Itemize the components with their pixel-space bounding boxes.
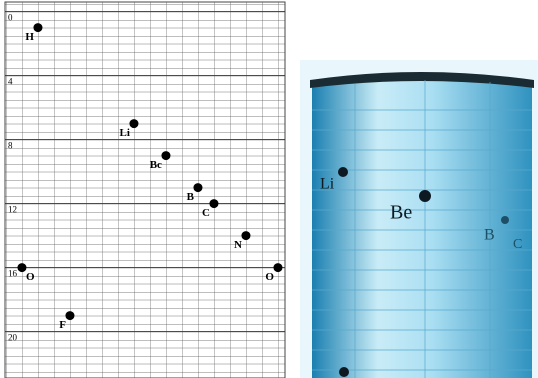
y-tick-label: 20 [8, 333, 18, 343]
grid-background [5, 2, 285, 378]
point [241, 231, 250, 240]
point-label: B [187, 191, 195, 203]
point [33, 23, 42, 32]
point-label: C [202, 207, 210, 219]
y-tick-label: 12 [8, 205, 17, 215]
point-label: O [265, 271, 274, 283]
photo-label: C [513, 237, 522, 252]
photo-label: Be [390, 202, 412, 224]
y-tick-label: 0 [8, 13, 13, 23]
photo-dot [339, 367, 349, 377]
point [65, 311, 74, 320]
point [193, 183, 202, 192]
point-label: Li [120, 127, 130, 139]
y-tick-label: 8 [8, 141, 13, 151]
photo-dot [419, 190, 431, 202]
cylinder-body [312, 73, 532, 378]
y-tick-label: 16 [8, 269, 18, 279]
point [129, 119, 138, 128]
point-label: N [234, 239, 242, 251]
photo-label: Li [320, 176, 335, 193]
point-label: Bc [150, 159, 162, 171]
point [209, 199, 218, 208]
cylinder-photo: Li Be B C [300, 60, 538, 378]
point [161, 151, 170, 160]
photo-dot [501, 216, 509, 224]
grid-panel: 0 4 8 12 16 20 H Li Bc BC N O O F [5, 2, 285, 378]
page: 048121620HLiBcBCNOOF Li Be B C [0, 0, 538, 378]
point-label: O [26, 271, 35, 283]
point-label: F [59, 319, 66, 331]
point [273, 263, 282, 272]
photo-dot [338, 167, 348, 177]
photo-label: B [484, 227, 495, 244]
y-tick-label: 4 [8, 77, 13, 87]
point-label: H [25, 31, 34, 43]
